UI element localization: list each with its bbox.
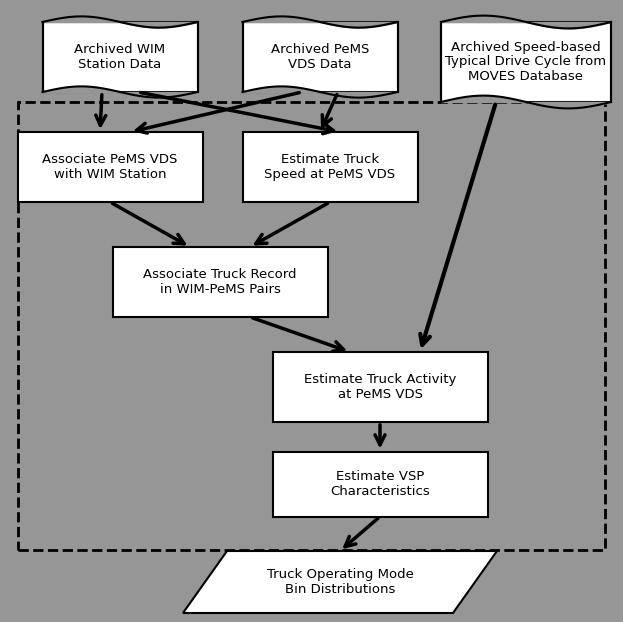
FancyBboxPatch shape [18, 102, 605, 550]
Polygon shape [183, 551, 497, 613]
FancyBboxPatch shape [42, 22, 197, 92]
FancyBboxPatch shape [441, 22, 611, 102]
Text: Associate Truck Record
in WIM-PeMS Pairs: Associate Truck Record in WIM-PeMS Pairs [143, 268, 297, 296]
Text: Archived Speed-based
Typical Drive Cycle from
MOVES Database: Archived Speed-based Typical Drive Cycle… [445, 40, 607, 83]
Text: Archived WIM
Station Data: Archived WIM Station Data [74, 43, 166, 71]
Text: Associate PeMS VDS
with WIM Station: Associate PeMS VDS with WIM Station [42, 153, 178, 181]
FancyBboxPatch shape [272, 352, 488, 422]
Text: Estimate Truck Activity
at PeMS VDS: Estimate Truck Activity at PeMS VDS [304, 373, 456, 401]
Text: Archived PeMS
VDS Data: Archived PeMS VDS Data [271, 43, 369, 71]
Text: Estimate VSP
Characteristics: Estimate VSP Characteristics [330, 470, 430, 498]
FancyBboxPatch shape [113, 247, 328, 317]
FancyBboxPatch shape [17, 132, 202, 202]
FancyBboxPatch shape [242, 132, 417, 202]
Text: Estimate Truck
Speed at PeMS VDS: Estimate Truck Speed at PeMS VDS [264, 153, 396, 181]
FancyBboxPatch shape [242, 22, 397, 92]
Text: Truck Operating Mode
Bin Distributions: Truck Operating Mode Bin Distributions [267, 568, 414, 596]
FancyBboxPatch shape [272, 452, 488, 516]
